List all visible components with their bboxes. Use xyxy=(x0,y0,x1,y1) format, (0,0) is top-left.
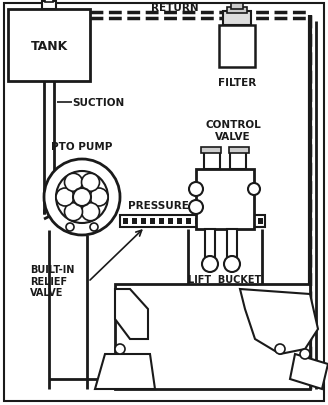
Bar xyxy=(8,10,90,82)
Text: BUILT-IN
RELIEF
VALVE: BUILT-IN RELIEF VALVE xyxy=(30,264,74,297)
Bar xyxy=(201,148,221,153)
Circle shape xyxy=(56,172,108,224)
Circle shape xyxy=(81,174,99,192)
Bar xyxy=(249,218,254,224)
Bar xyxy=(227,230,237,257)
Bar xyxy=(196,170,254,230)
Circle shape xyxy=(248,183,260,196)
Text: TANK: TANK xyxy=(31,39,68,52)
Bar xyxy=(204,218,209,224)
Bar xyxy=(150,218,155,224)
Bar xyxy=(205,230,215,257)
Bar xyxy=(123,218,128,224)
Bar xyxy=(159,218,164,224)
Circle shape xyxy=(56,189,74,207)
Text: PTO PUMP: PTO PUMP xyxy=(51,142,113,151)
Bar xyxy=(231,4,243,10)
Polygon shape xyxy=(95,354,155,389)
Circle shape xyxy=(73,189,91,207)
Bar xyxy=(177,218,182,224)
Bar xyxy=(195,218,200,224)
Bar xyxy=(168,218,173,224)
Bar xyxy=(240,218,245,224)
Circle shape xyxy=(44,160,120,235)
Bar xyxy=(230,151,246,170)
Bar xyxy=(229,148,249,153)
Circle shape xyxy=(115,344,125,354)
Bar xyxy=(231,218,236,224)
Text: RETURN: RETURN xyxy=(151,3,199,13)
Circle shape xyxy=(90,224,98,231)
Text: FILTER: FILTER xyxy=(218,78,256,88)
Bar xyxy=(219,26,255,68)
Bar xyxy=(222,218,227,224)
Circle shape xyxy=(66,224,74,231)
Bar xyxy=(204,151,220,170)
Circle shape xyxy=(189,200,203,215)
Bar xyxy=(132,218,137,224)
Bar xyxy=(141,218,146,224)
Polygon shape xyxy=(290,354,328,389)
Bar xyxy=(186,218,191,224)
Text: CONTROL
VALVE: CONTROL VALVE xyxy=(205,120,261,142)
Circle shape xyxy=(81,203,99,221)
Bar xyxy=(42,2,56,10)
Polygon shape xyxy=(115,289,148,339)
Text: LIFT  BUCKET: LIFT BUCKET xyxy=(188,274,262,284)
Bar xyxy=(45,0,53,3)
Bar xyxy=(115,284,310,389)
Bar xyxy=(258,218,263,224)
Bar xyxy=(227,8,247,14)
Bar xyxy=(213,218,218,224)
Circle shape xyxy=(300,349,310,359)
Polygon shape xyxy=(240,289,318,354)
Circle shape xyxy=(65,203,83,221)
Circle shape xyxy=(202,256,218,272)
Text: SUCTION: SUCTION xyxy=(72,98,124,108)
Bar xyxy=(120,215,265,228)
Circle shape xyxy=(189,183,203,196)
Circle shape xyxy=(90,189,108,207)
Circle shape xyxy=(65,174,83,192)
Bar xyxy=(223,12,251,26)
Circle shape xyxy=(275,344,285,354)
Circle shape xyxy=(224,256,240,272)
Text: PRESSURE: PRESSURE xyxy=(128,200,189,211)
